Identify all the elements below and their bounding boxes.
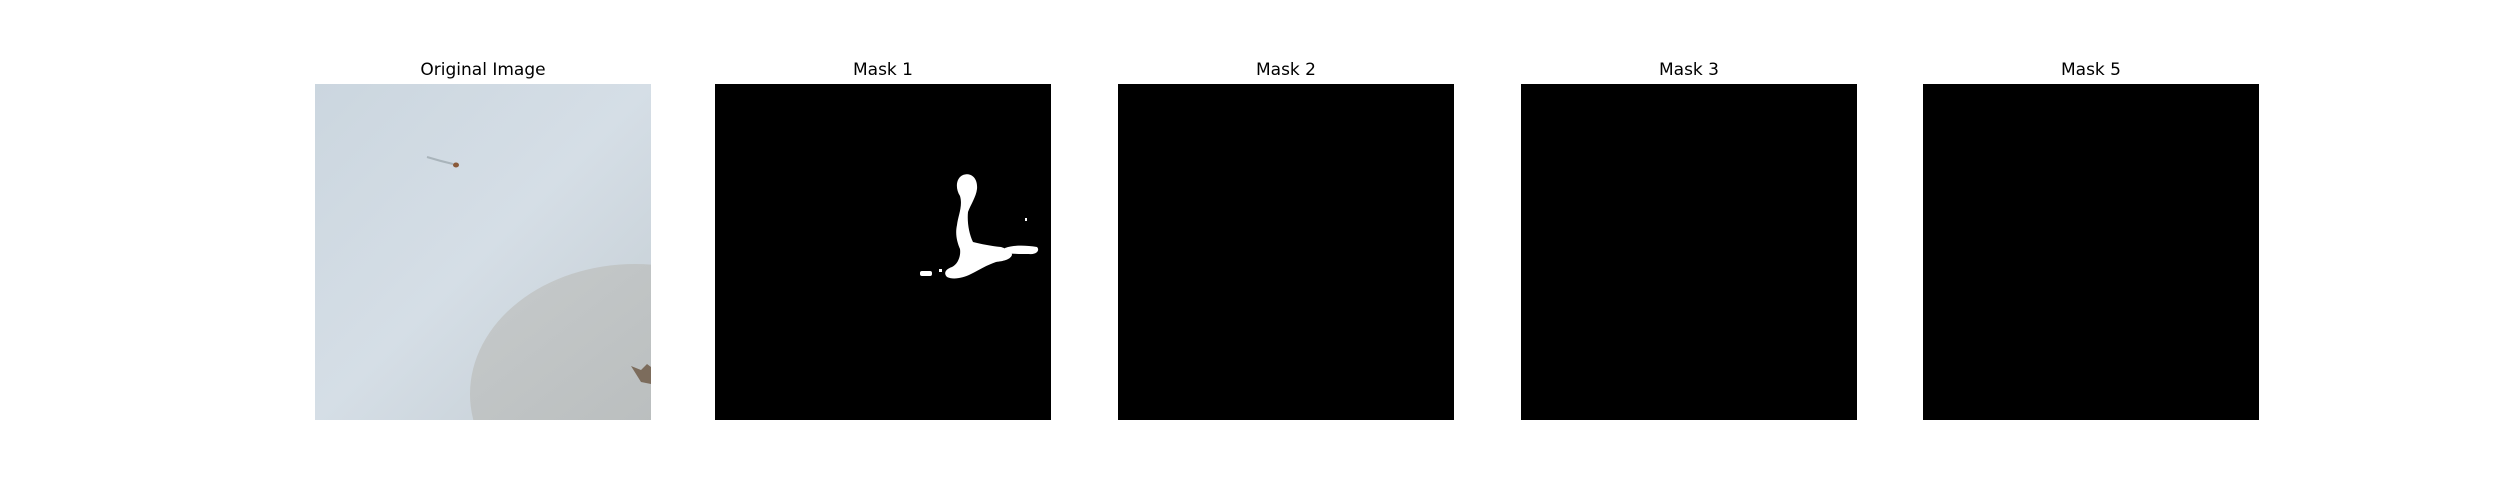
panel-mask-5: Mask 5 <box>1921 56 2261 420</box>
panel-title: Original Image <box>420 60 546 80</box>
mask-1-image <box>715 84 1051 420</box>
original-image <box>315 84 651 420</box>
mask-2-image <box>1118 84 1454 420</box>
mask-3-image <box>1521 84 1857 420</box>
panel-title: Mask 5 <box>2060 60 2121 80</box>
mask-5-image <box>1923 84 2259 420</box>
panel-mask-1: Mask 1 <box>713 56 1053 420</box>
panel-title: Mask 1 <box>852 60 913 80</box>
mask-region <box>945 174 1012 279</box>
panel-title: Mask 3 <box>1658 60 1719 80</box>
panel-original-image: Original Image <box>313 56 653 420</box>
panel-mask-2: Mask 2 <box>1116 56 1456 420</box>
panel-mask-3: Mask 3 <box>1519 56 1859 420</box>
panel-title: Mask 2 <box>1255 60 1316 80</box>
